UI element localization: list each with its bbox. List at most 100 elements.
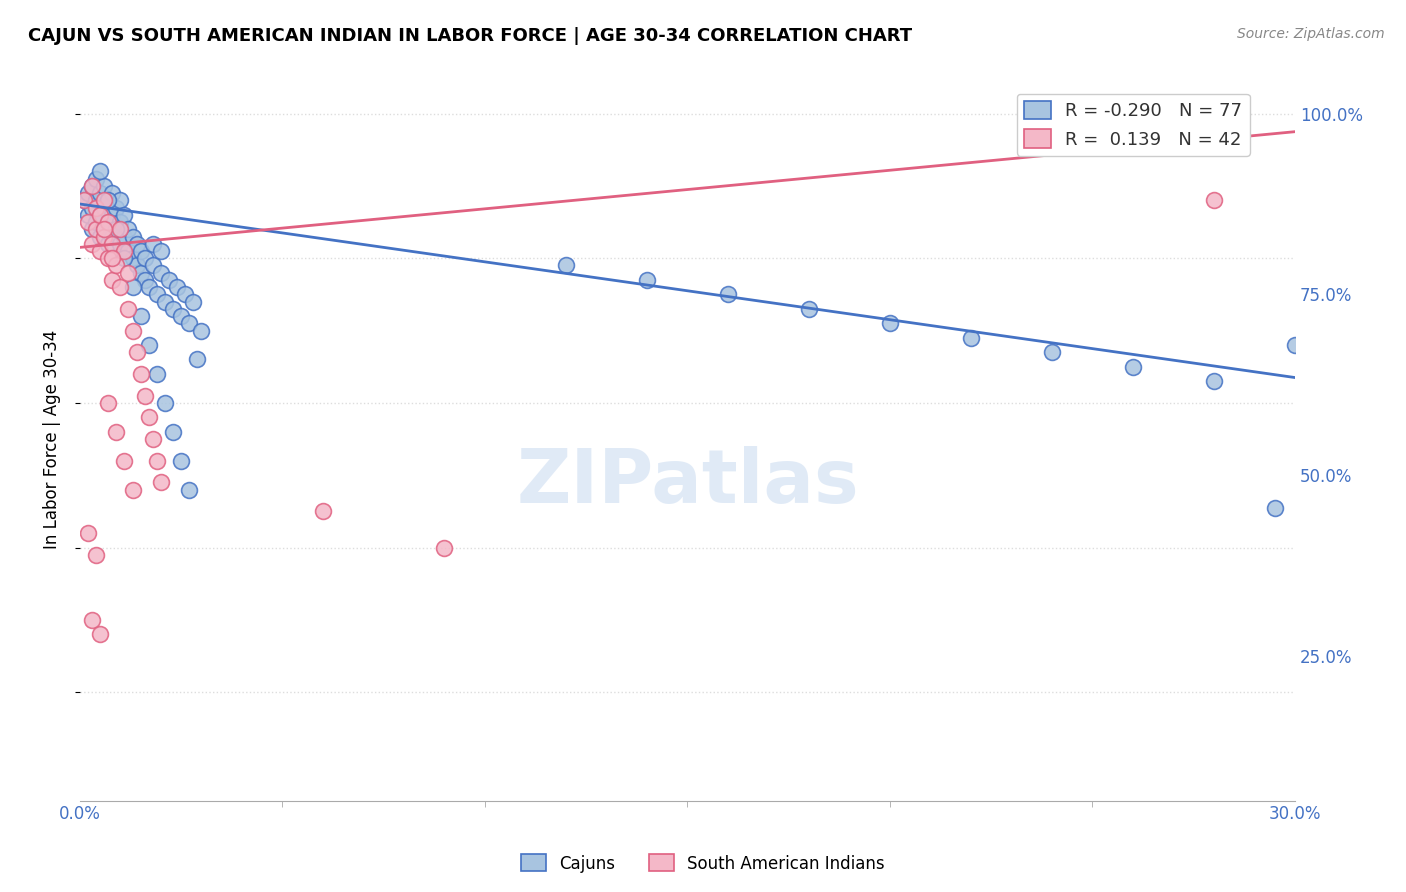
Point	[138, 338, 160, 352]
Point	[84, 194, 107, 208]
Point	[142, 259, 165, 273]
Point	[97, 396, 120, 410]
Point	[110, 222, 132, 236]
Point	[157, 273, 180, 287]
Point	[112, 244, 135, 258]
Point	[1264, 500, 1286, 515]
Point	[125, 236, 148, 251]
Point	[138, 410, 160, 425]
Point	[121, 252, 143, 266]
Point	[80, 236, 103, 251]
Point	[134, 252, 156, 266]
Point	[89, 244, 111, 258]
Point	[80, 222, 103, 236]
Text: ZIPatlas: ZIPatlas	[516, 446, 859, 519]
Point	[433, 541, 456, 555]
Point	[89, 627, 111, 641]
Point	[93, 229, 115, 244]
Point	[73, 194, 96, 208]
Point	[179, 316, 201, 330]
Y-axis label: In Labor Force | Age 30-34: In Labor Force | Age 30-34	[44, 329, 60, 549]
Point	[117, 301, 139, 316]
Point	[80, 178, 103, 193]
Point	[93, 222, 115, 236]
Point	[80, 201, 103, 215]
Point	[162, 425, 184, 439]
Point	[84, 215, 107, 229]
Point	[312, 504, 335, 518]
Point	[112, 208, 135, 222]
Point	[142, 236, 165, 251]
Point	[112, 229, 135, 244]
Point	[166, 280, 188, 294]
Point	[97, 252, 120, 266]
Point	[77, 526, 100, 541]
Point	[146, 287, 169, 301]
Point	[121, 229, 143, 244]
Point	[105, 222, 128, 236]
Point	[110, 280, 132, 294]
Point	[190, 324, 212, 338]
Point	[960, 331, 983, 345]
Point	[84, 222, 107, 236]
Point	[101, 208, 124, 222]
Legend: R = -0.290   N = 77, R =  0.139   N = 42: R = -0.290 N = 77, R = 0.139 N = 42	[1017, 94, 1250, 156]
Point	[89, 186, 111, 201]
Point	[93, 201, 115, 215]
Point	[110, 194, 132, 208]
Point	[112, 252, 135, 266]
Point	[105, 259, 128, 273]
Point	[97, 215, 120, 229]
Point	[129, 309, 152, 323]
Point	[636, 273, 658, 287]
Point	[97, 194, 120, 208]
Point	[170, 309, 193, 323]
Point	[1163, 121, 1185, 136]
Legend: Cajuns, South American Indians: Cajuns, South American Indians	[515, 847, 891, 880]
Point	[717, 287, 740, 301]
Point	[162, 301, 184, 316]
Point	[89, 208, 111, 222]
Point	[93, 222, 115, 236]
Point	[84, 171, 107, 186]
Point	[179, 483, 201, 497]
Point	[129, 367, 152, 381]
Point	[125, 259, 148, 273]
Text: CAJUN VS SOUTH AMERICAN INDIAN IN LABOR FORCE | AGE 30-34 CORRELATION CHART: CAJUN VS SOUTH AMERICAN INDIAN IN LABOR …	[28, 27, 912, 45]
Point	[101, 273, 124, 287]
Point	[89, 229, 111, 244]
Point	[170, 454, 193, 468]
Point	[1202, 194, 1225, 208]
Point	[101, 186, 124, 201]
Point	[101, 229, 124, 244]
Point	[89, 164, 111, 178]
Point	[101, 252, 124, 266]
Point	[174, 287, 197, 301]
Point	[146, 454, 169, 468]
Point	[153, 294, 176, 309]
Point	[134, 389, 156, 403]
Point	[77, 186, 100, 201]
Point	[879, 316, 901, 330]
Point	[117, 244, 139, 258]
Point	[1202, 374, 1225, 388]
Point	[97, 194, 120, 208]
Point	[1284, 338, 1306, 352]
Point	[84, 201, 107, 215]
Point	[134, 273, 156, 287]
Point	[84, 548, 107, 562]
Point	[129, 244, 152, 258]
Point	[110, 215, 132, 229]
Point	[121, 483, 143, 497]
Point	[97, 236, 120, 251]
Point	[138, 280, 160, 294]
Point	[149, 475, 172, 490]
Point	[129, 266, 152, 280]
Point	[80, 178, 103, 193]
Point	[93, 194, 115, 208]
Point	[110, 236, 132, 251]
Point	[149, 266, 172, 280]
Point	[186, 352, 208, 367]
Point	[80, 613, 103, 627]
Point	[1122, 359, 1144, 374]
